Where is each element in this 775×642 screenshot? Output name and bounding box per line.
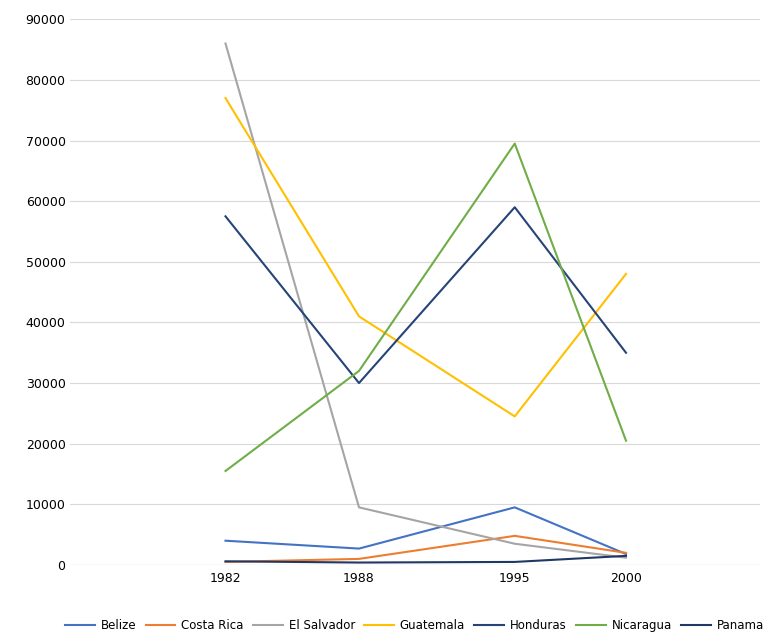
Panama [622, 552, 631, 560]
Honduras [354, 379, 363, 387]
Costa Rica [354, 555, 363, 563]
Guatemala [221, 94, 230, 102]
Costa Rica [510, 532, 519, 540]
Nicaragua [354, 367, 363, 375]
Costa Rica [221, 558, 230, 566]
Guatemala [510, 413, 519, 421]
Panama [221, 557, 230, 565]
Costa Rica [622, 549, 631, 557]
Nicaragua [221, 467, 230, 475]
El Salvador [221, 40, 230, 48]
Line: El Salvador: El Salvador [226, 44, 626, 558]
El Salvador [622, 554, 631, 562]
Panama [354, 559, 363, 566]
Line: Panama: Panama [226, 556, 626, 562]
Belize [510, 503, 519, 511]
Line: Belize: Belize [226, 507, 626, 554]
Honduras [622, 349, 631, 356]
Panama [510, 558, 519, 566]
Belize [622, 550, 631, 558]
Line: Costa Rica: Costa Rica [226, 536, 626, 562]
Line: Nicaragua: Nicaragua [226, 144, 626, 471]
Legend: Belize, Costa Rica, El Salvador, Guatemala, Honduras, Nicaragua, Panama: Belize, Costa Rica, El Salvador, Guatema… [60, 614, 769, 637]
El Salvador [510, 540, 519, 548]
Line: Guatemala: Guatemala [226, 98, 626, 417]
Honduras [510, 204, 519, 211]
Belize [354, 544, 363, 552]
El Salvador [354, 503, 363, 511]
Guatemala [354, 313, 363, 320]
Honduras [221, 213, 230, 220]
Nicaragua [622, 437, 631, 444]
Belize [221, 537, 230, 544]
Line: Honduras: Honduras [226, 207, 626, 383]
Guatemala [622, 270, 631, 278]
Nicaragua [510, 140, 519, 148]
